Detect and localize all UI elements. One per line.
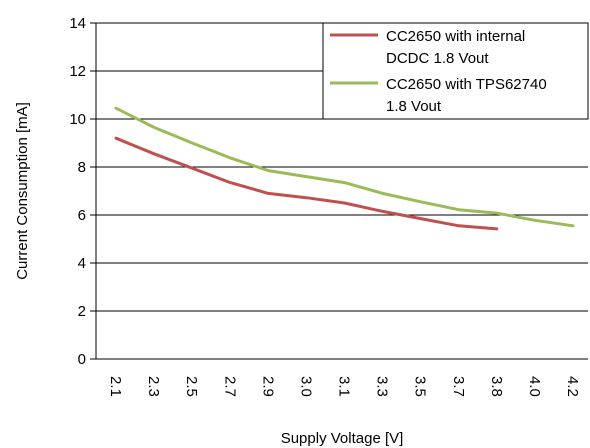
legend-label-2-line-1: CC2650 with TPS62740 (386, 76, 547, 93)
legend-label-1-line-2: DCDC 1.8 Vout (386, 50, 489, 67)
legend-label-2-line-2: 1.8 Vout (386, 98, 442, 115)
x-tick-label-5: 3.0 (297, 376, 314, 397)
y-tick-label-7: 14 (69, 15, 86, 32)
x-tick-label-3: 2.7 (221, 376, 238, 397)
legend-label-1-line-1: CC2650 with internal (386, 28, 525, 45)
x-tick-label-6: 3.1 (336, 376, 353, 397)
series-line-2 (114, 106, 575, 228)
y-tick-label-4: 8 (78, 159, 86, 176)
legend-box (322, 22, 589, 120)
x-tick-label-10: 3.8 (488, 376, 505, 397)
y-tick-label-3: 6 (78, 207, 86, 224)
x-tick-label-2: 2.5 (183, 376, 200, 397)
legend: CC2650 with internal DCDC 1.8 Vout CC2650 … (322, 22, 589, 120)
series-line-1 (114, 136, 499, 231)
y-tick-label-1: 2 (78, 303, 86, 320)
x-axis-title: Supply Voltage [V] (281, 430, 404, 447)
y-tick-label-2: 4 (78, 255, 86, 272)
x-tick-label-7: 3.3 (374, 376, 391, 397)
y-tick-label-0: 0 (78, 351, 86, 368)
y-tick-label-5: 10 (69, 111, 86, 128)
y-tick-label-6: 12 (69, 63, 86, 80)
x-tick-label-12: 4.2 (564, 376, 581, 397)
y-axis-title: Current Consumption [mA] (14, 102, 31, 280)
y-tick-labels: 0 2 4 6 8 10 12 14 (69, 15, 96, 368)
x-tick-label-9: 3.7 (450, 376, 467, 397)
x-tick-label-4: 2.9 (259, 376, 276, 397)
series-lines (114, 106, 575, 231)
x-tick-labels: 2.1 2.3 2.5 2.7 2.9 3.0 3.1 3.3 3.5 3.7 3.8 4.0 4.2 (107, 376, 581, 397)
x-tick-label-0: 2.1 (107, 376, 124, 397)
x-tick-label-8: 3.5 (412, 376, 429, 397)
x-tick-label-11: 4.0 (526, 376, 543, 397)
x-tick-label-1: 2.3 (145, 376, 162, 397)
